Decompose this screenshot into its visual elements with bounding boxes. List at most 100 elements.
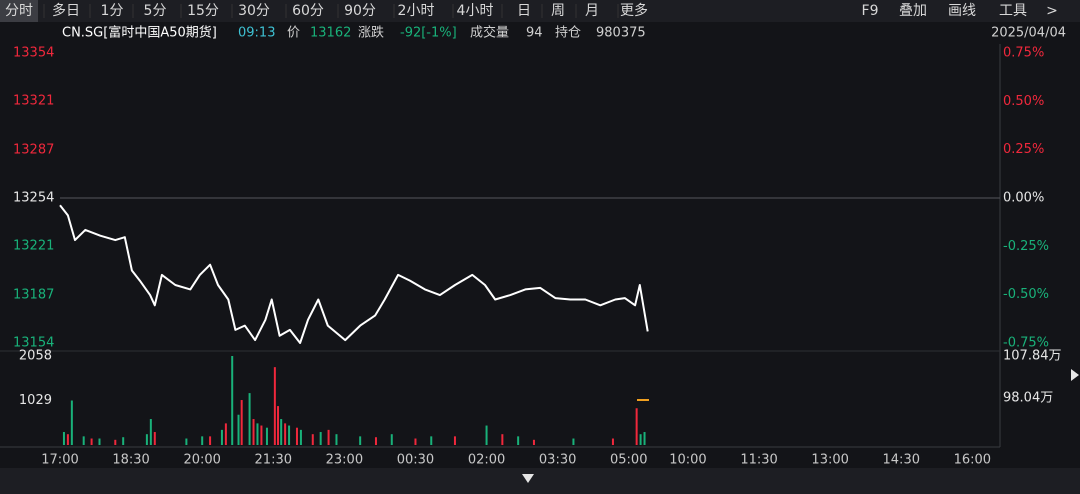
volume-bar <box>70 400 73 445</box>
volume-bar <box>485 425 488 445</box>
volume-bar <box>390 434 393 445</box>
tab[interactable]: 2小时 <box>398 3 435 19</box>
volume-bar <box>231 356 234 445</box>
tab[interactable]: 15分 <box>187 3 219 19</box>
x-tick-label: 10:00 <box>669 453 706 468</box>
tab[interactable]: 30分 <box>238 3 270 19</box>
volume-bar <box>327 429 330 445</box>
volume-bar <box>501 434 504 445</box>
x-tick-label: 14:30 <box>883 453 920 468</box>
volume-bar <box>153 432 156 445</box>
volume-bar <box>319 432 322 445</box>
volume-bar <box>295 427 298 445</box>
volume-bar <box>224 423 227 445</box>
tab[interactable]: 多日 <box>52 2 80 19</box>
volume: 94 <box>526 26 543 41</box>
volume-bar <box>237 414 240 445</box>
volume-bar <box>414 438 417 445</box>
volume-bar <box>256 423 259 445</box>
y-tick-label: 13154 <box>13 336 54 351</box>
volume-bar <box>201 436 204 445</box>
tab[interactable]: 1分 <box>101 3 124 19</box>
volume-bar <box>643 432 646 445</box>
time: 09:13 <box>238 26 275 41</box>
x-tick-label: 03:30 <box>539 453 576 468</box>
y2-tick-label: -0.75% <box>1003 336 1049 351</box>
date: 2025/04/04 <box>991 26 1066 41</box>
volume-bar <box>62 432 65 445</box>
volume-bar <box>288 425 291 445</box>
tab[interactable]: 月 <box>585 3 599 19</box>
y2-tick-label: 0.50% <box>1003 94 1044 109</box>
x-tick-label: 20:00 <box>183 453 220 468</box>
volume-bar <box>220 429 223 445</box>
volume-bar <box>252 419 255 445</box>
volume-bar <box>145 434 148 445</box>
price-label: 价 <box>287 26 300 41</box>
volume-bar <box>265 427 268 445</box>
volume-bar <box>90 438 93 445</box>
tool[interactable]: 画线 <box>948 3 976 19</box>
code: CN.SG[富时中国A50期货] <box>62 25 217 41</box>
tab[interactable]: 日 <box>517 3 531 19</box>
tab[interactable]: 5分 <box>144 3 167 19</box>
volume-bar <box>66 434 69 445</box>
y-tick-label: 13354 <box>13 46 54 61</box>
y-tick-label: 13221 <box>13 238 54 253</box>
side-arrow[interactable] <box>1071 369 1079 381</box>
scrollbar[interactable] <box>0 468 1080 494</box>
x-tick-label: 05:00 <box>610 453 647 468</box>
oi: 980375 <box>596 26 646 41</box>
change: -92[-1%] <box>400 26 457 41</box>
volume-bar <box>284 423 287 445</box>
volume-bar <box>359 436 362 445</box>
y-tick-label: 13287 <box>13 143 54 158</box>
scroll-arrow[interactable] <box>522 474 534 483</box>
x-tick-label: 16:00 <box>954 453 991 468</box>
volume-bar <box>260 425 263 445</box>
volume-bar <box>149 419 152 445</box>
volume-bar <box>122 437 125 445</box>
tool[interactable]: F9 <box>862 3 879 19</box>
volume-bar <box>273 367 276 445</box>
tab[interactable]: 90分 <box>344 3 376 19</box>
price-line <box>59 204 649 344</box>
toolbar <box>0 0 1080 22</box>
x-tick-label: 13:00 <box>811 453 848 468</box>
price: 13162 <box>310 26 351 41</box>
oi-tick-label: 107.84万 <box>1003 349 1062 364</box>
volume-bar <box>248 393 251 445</box>
volume-bar <box>311 434 314 445</box>
volume-bar <box>572 438 575 445</box>
tab[interactable]: 60分 <box>292 3 324 19</box>
tab[interactable]: 更多 <box>620 2 648 19</box>
volume-bar <box>98 438 101 445</box>
x-tick-label: 17:00 <box>41 453 78 468</box>
y-tick-label: 13187 <box>13 288 54 303</box>
x-tick-label: 18:30 <box>112 453 149 468</box>
volume-bar <box>430 436 433 445</box>
tab[interactable]: 周 <box>551 3 565 19</box>
change-label: 涨跌 <box>358 25 384 41</box>
tool[interactable]: 叠加 <box>899 3 927 19</box>
y2-tick-label: -0.25% <box>1003 239 1049 254</box>
y-tick-label: 13254 <box>13 191 54 206</box>
oi-tick-label: 98.04万 <box>1003 390 1053 405</box>
volume-tick-label: 2058 <box>19 349 52 364</box>
x-tick-label: 23:00 <box>326 453 363 468</box>
tool[interactable]: 工具 <box>999 3 1027 19</box>
y2-tick-label: 0.00% <box>1003 191 1044 206</box>
tab[interactable]: 4小时 <box>457 3 494 19</box>
oi-label: 持仓 <box>555 26 581 41</box>
volume-bar <box>240 400 243 445</box>
y-tick-label: 13321 <box>13 93 54 108</box>
volume-bar <box>114 439 117 445</box>
tab[interactable]: 分时 <box>5 3 33 19</box>
volume-bar <box>374 437 377 445</box>
volume-bar <box>299 429 302 445</box>
volume-bar <box>335 434 338 445</box>
volume-bar <box>532 439 535 445</box>
tool[interactable]: > <box>1046 3 1058 19</box>
